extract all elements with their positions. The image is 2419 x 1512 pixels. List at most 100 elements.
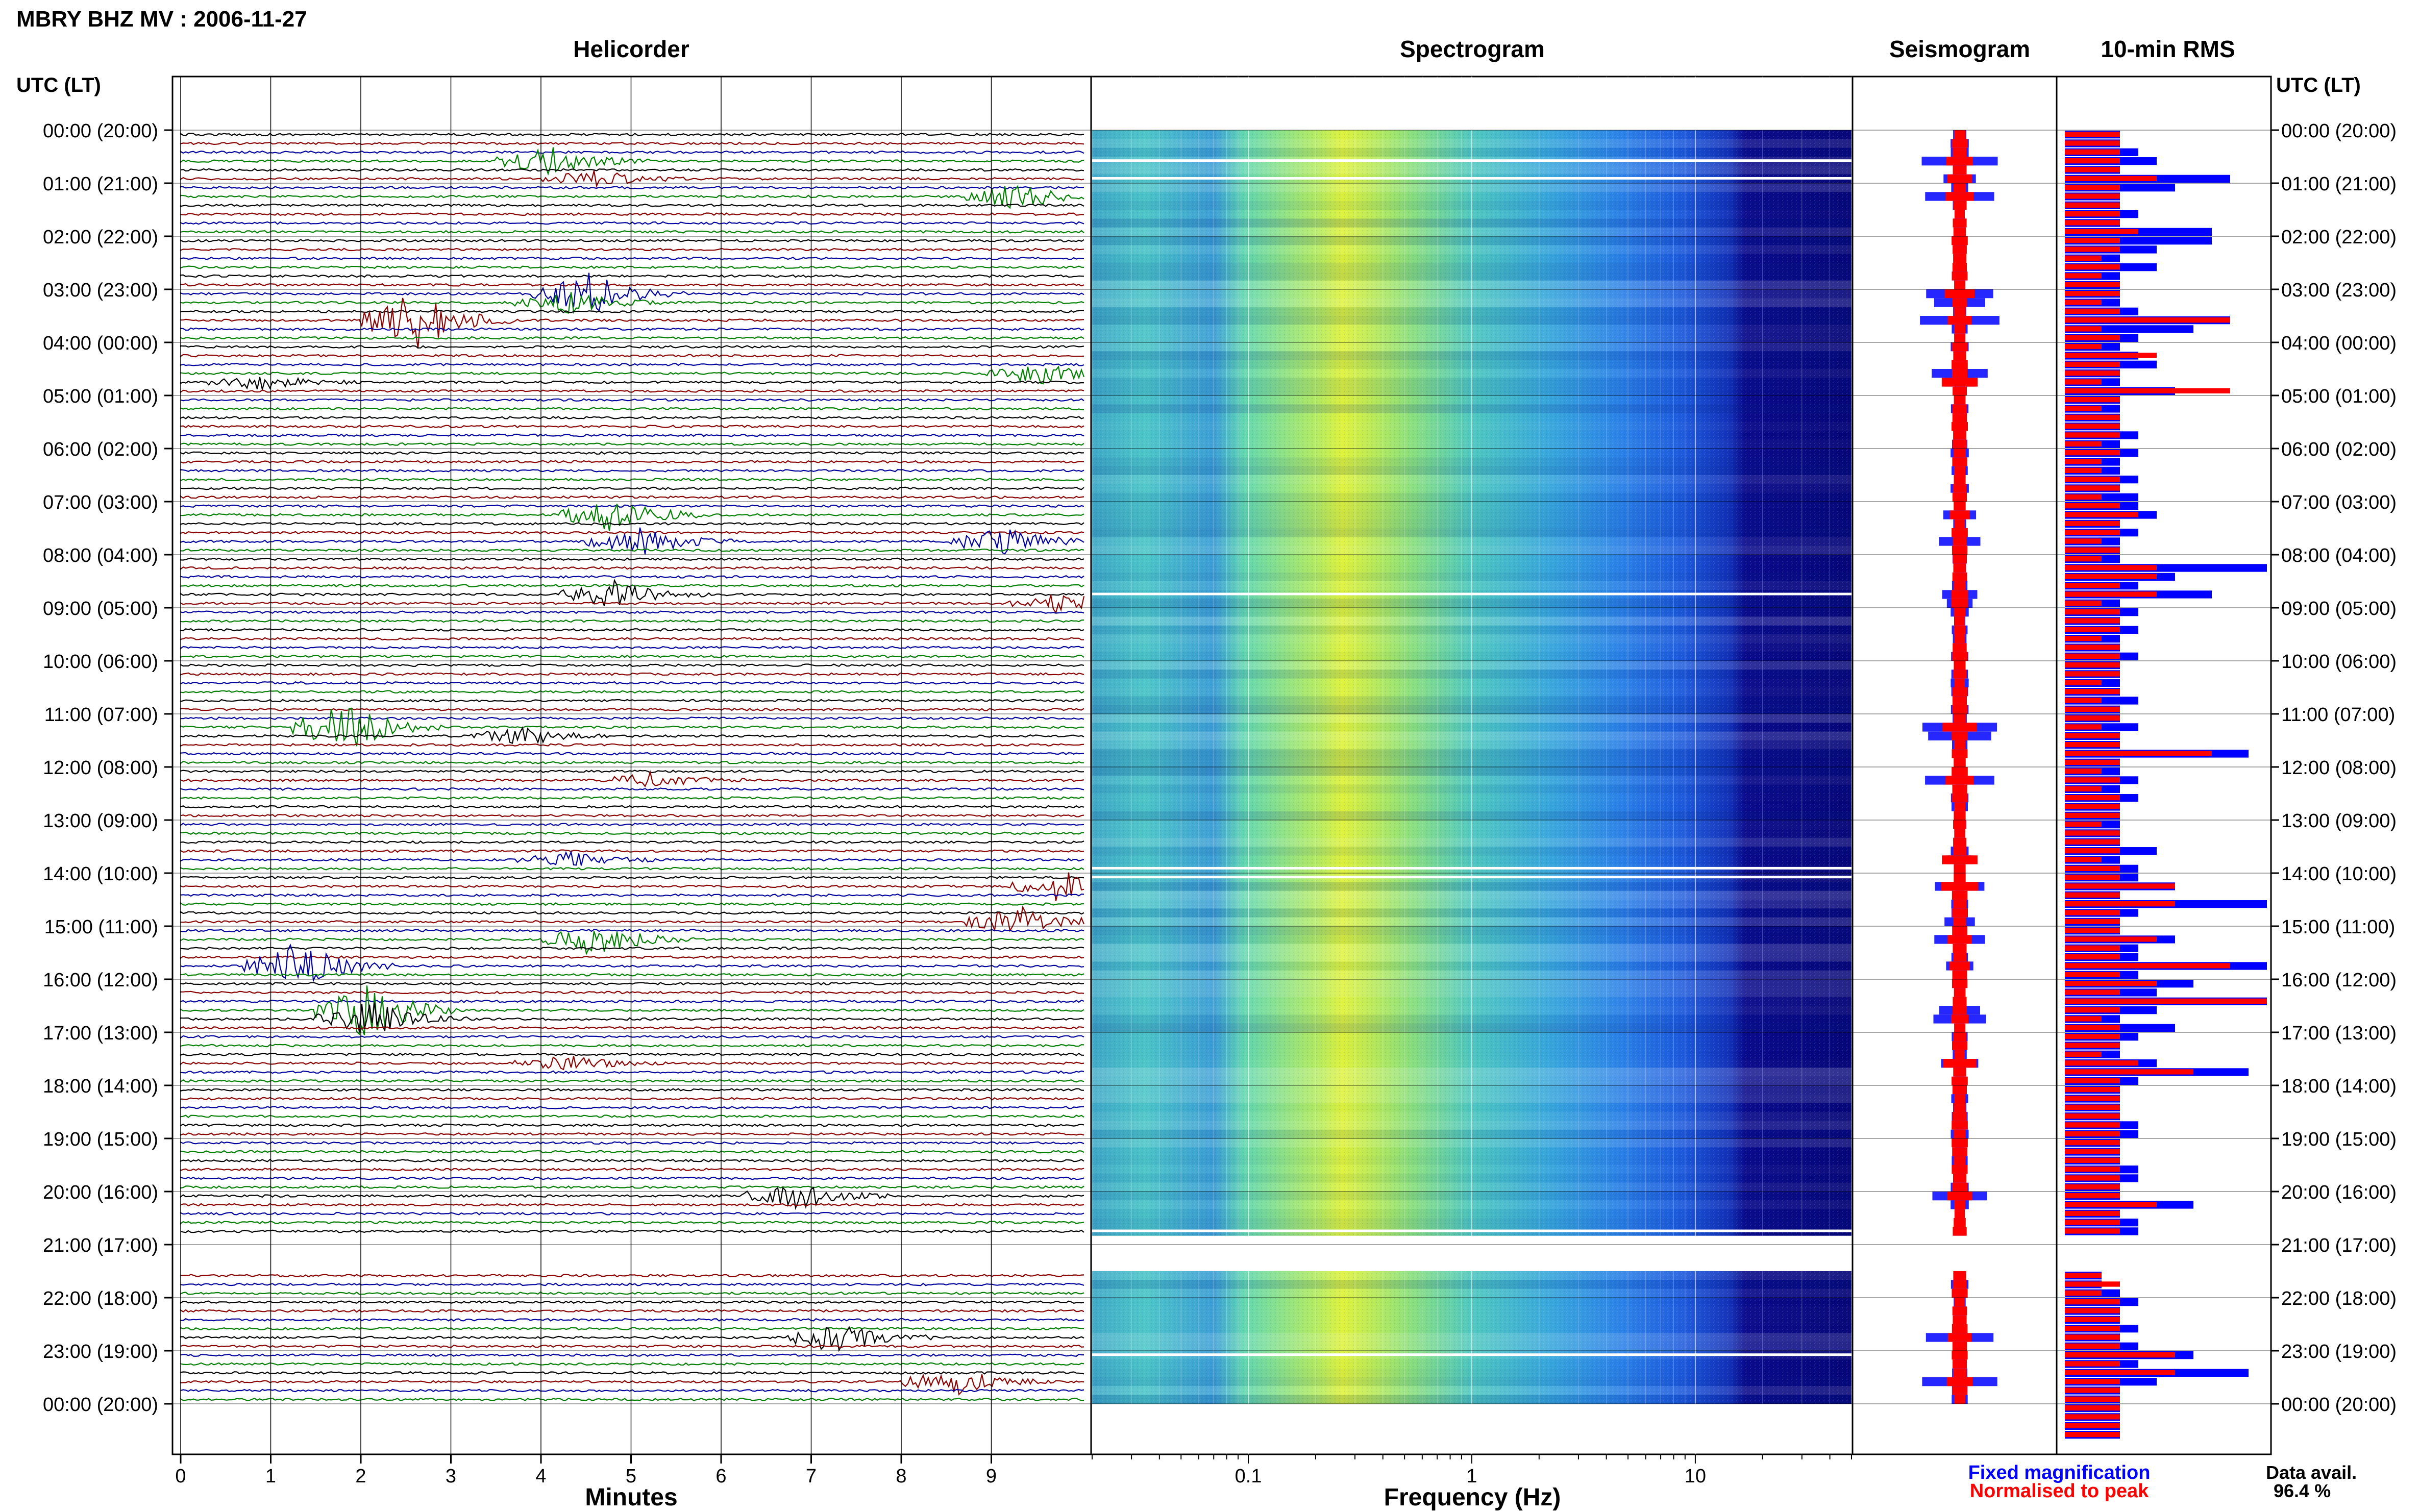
seismogram-normalised [1947,174,1972,183]
seismogram-normalised [1954,864,1966,873]
helicorder-panel [171,76,1092,1455]
time-label-right: 01:00 (21:00) [2281,173,2397,195]
rms-bar-normalised [2065,1167,2120,1172]
seismogram-normalised [1953,997,1967,1006]
time-label-left: 11:00 (07:00) [44,704,158,726]
rms-bar-normalised [2065,432,2120,438]
rms-bar-normalised [2065,645,2120,650]
rms-bar-normalised [2065,282,2120,287]
rms-bar-normalised [2065,547,2120,553]
seismogram-normalised [1954,1094,1965,1103]
rms-bar-normalised [2065,379,2102,385]
rms-bar-normalised [2065,591,2157,597]
seismogram-normalised [1953,1068,1966,1077]
time-label-left: 00:00 (20:00) [43,1394,158,1416]
rms-bar-normalised [2065,724,2102,730]
rms-bar-normalised [2065,467,2102,473]
rms-bar-normalised [2065,1210,2120,1216]
rms-bar-normalised [2065,1334,2120,1340]
rms-bar-normalised [2065,1387,2120,1393]
rms-bar-normalised [2065,618,2120,624]
time-label-right: 18:00 (14:00) [2281,1076,2397,1097]
rms-bar-normalised [2065,1175,2120,1181]
rms-bar-normalised [2065,1220,2120,1225]
time-label-right: 16:00 (12:00) [2281,970,2397,991]
seismogram-normalised [1942,855,1978,864]
time-label-left: 05:00 (01:00) [43,386,158,407]
seismogram-normalised [1951,1014,1968,1024]
time-label-left: 15:00 (11:00) [44,916,158,938]
rms-bar-normalised [2065,830,2120,836]
time-label-left: 03:00 (23:00) [43,280,158,301]
seismogram-normalised [1954,661,1966,670]
helicorder-x-tick-label: 0 [175,1466,186,1487]
seismogram-normalised [1944,289,1975,299]
time-label-right: 11:00 (07:00) [2281,704,2395,726]
time-label-left: 20:00 (16:00) [43,1182,158,1203]
helicorder-trace [180,944,1084,983]
time-label-left: 06:00 (02:00) [43,439,158,460]
rms-bar-normalised [2065,1096,2120,1101]
rms-bar-normalised [2065,759,2120,765]
rms-bar-normalised [2065,158,2120,164]
seismogram-normalised [1947,935,1972,944]
seismogram-normalised [1953,201,1966,210]
rms-bar-normalised [2065,1290,2102,1296]
seismogram-normalised [1953,714,1966,723]
rms-bar-normalised [2065,609,2120,615]
time-axis-label-left: UTC (LT) [16,74,101,96]
rms-bar-normalised [2065,777,2120,783]
rms-bar-normalised [2065,910,2120,915]
seismogram-normalised [1953,227,1966,236]
rms-bar-normalised [2065,1184,2120,1189]
time-label-right: 05:00 (01:00) [2281,386,2397,407]
seismogram-normalised [1953,484,1967,493]
seismogram-normalised [1952,572,1967,581]
rms-bar-normalised [2065,1113,2120,1119]
time-label-right: 17:00 (13:00) [2281,1023,2397,1044]
seismogram-normalised [1952,360,1968,369]
seismogram-normalised [1954,678,1965,687]
axes-and-ticks: 0 1 2 3 4 5 6 7 8 9 0.1 1 10 00:00 (20:00) 00:00 (20:0… [43,77,2397,1487]
seismogram-normalised [1954,1209,1965,1218]
seismogram-normalised [1952,1076,1968,1085]
rms-bar-normalised [2065,326,2102,332]
seismogram-normalised [1954,634,1965,643]
rms-bar-normalised [2065,361,2120,367]
rms-bar-normalised [2065,1423,2120,1428]
seismogram-normalised [1954,811,1966,820]
rms-bar-normalised [2065,1149,2120,1154]
seismogram-normalised [1954,829,1965,838]
seismogram-normalised [1952,1351,1968,1360]
time-label-right: 00:00 (20:00) [2281,120,2397,142]
rms-bars [2065,131,2267,1439]
seismogram-normalised [1952,979,1968,988]
helicorder-trace [180,168,1084,172]
seismogram-normalised [1953,820,1966,829]
seismogram-normalised [1942,723,1977,732]
rms-bar-normalised [2065,804,2120,809]
seismogram-normalised [1952,705,1967,714]
rms-bar-normalised [2065,1396,2120,1402]
seismogram-normalised [1952,422,1968,431]
rms-bar-normalised [2065,1043,2120,1048]
seismogram-normalised [1952,1182,1967,1192]
rms-bar-normalised [2065,653,2120,659]
seismogram-normalised [1954,988,1966,997]
seismogram-normalised [1952,890,1968,900]
rms-bar-normalised [2065,751,2212,756]
seismogram-normalised [1952,1147,1967,1156]
seismogram-normalised [1953,555,1967,564]
rms-bar-normalised [2065,193,2120,199]
time-label-right: 06:00 (02:00) [2281,439,2397,460]
rms-bar-normalised [2065,344,2102,350]
seismogram-normalised [1953,147,1967,157]
rms-bar-normalised [2065,220,2120,226]
seismogram-normalised [1952,749,1968,758]
seismogram-normalised [1952,369,1968,378]
seismogram-normalised [1952,236,1968,245]
seismogram-normalised [1953,847,1966,856]
rms-bar-normalised [2065,229,2138,234]
rms-bar-normalised [2065,600,2102,606]
rms-bar-normalised [2065,1317,2120,1322]
